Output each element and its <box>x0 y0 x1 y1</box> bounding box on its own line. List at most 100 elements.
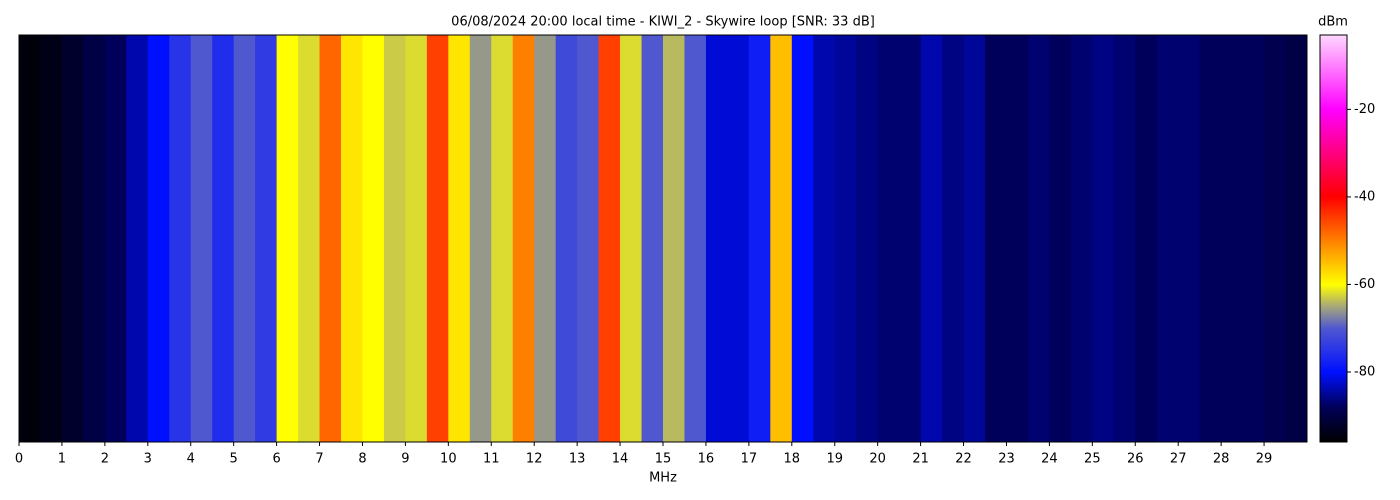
x-tick-label: 17 <box>741 452 758 467</box>
spectrum-column <box>942 35 965 442</box>
spectrum-column <box>813 35 836 442</box>
spectrum-column <box>770 35 793 442</box>
x-tick-label: 4 <box>187 452 195 467</box>
x-tick-label: 29 <box>1256 452 1273 467</box>
spectrum-column <box>212 35 235 442</box>
x-tick-label: 22 <box>955 452 972 467</box>
spectrum-column <box>963 35 986 442</box>
x-tick-label: 16 <box>698 452 715 467</box>
spectrum-column <box>834 35 857 442</box>
spectrum-column <box>684 35 707 442</box>
spectrum-column <box>512 35 535 442</box>
plot-area <box>19 35 1308 442</box>
x-tick-label: 15 <box>655 452 672 467</box>
spectrum-column <box>620 35 643 442</box>
x-tick-label: 8 <box>358 452 366 467</box>
spectrum-column <box>19 35 41 442</box>
x-tick-label: 13 <box>569 452 586 467</box>
spectrum-column <box>147 35 170 442</box>
x-tick-label: 20 <box>869 452 886 467</box>
x-tick-label: 19 <box>826 452 843 467</box>
x-tick-label: 23 <box>998 452 1015 467</box>
spectrum-column <box>448 35 471 442</box>
x-tick-label: 10 <box>440 452 457 467</box>
spectrum-column <box>663 35 685 442</box>
spectrum-column <box>233 35 256 442</box>
spectrum-column <box>1242 35 1265 442</box>
colorbar-tick-label: -80 <box>1354 364 1375 379</box>
spectrum-column <box>920 35 943 442</box>
spectrum-column <box>1027 35 1050 442</box>
spectrum-column <box>985 35 1007 442</box>
x-tick-label: 5 <box>230 452 238 467</box>
spectrum-column <box>341 35 363 442</box>
x-tick-label: 9 <box>401 452 409 467</box>
spectrum-column <box>791 35 814 442</box>
spectrum-column <box>1178 35 1201 442</box>
x-tick-label: 3 <box>144 452 152 467</box>
x-tick-label: 24 <box>1041 452 1058 467</box>
spectrum-column <box>1199 35 1222 442</box>
spectrum-column <box>1006 35 1029 442</box>
spectrum-column <box>1113 35 1136 442</box>
spectrum-column <box>1049 35 1072 442</box>
x-tick-label: 6 <box>272 452 280 467</box>
spectrum-column <box>641 35 664 442</box>
x-tick-label: 21 <box>912 452 929 467</box>
colorbar <box>1319 34 1348 443</box>
spectrum-column <box>40 35 63 442</box>
spectrum-column <box>362 35 385 442</box>
colorbar-tick-label: -40 <box>1354 189 1375 204</box>
spectrum-column <box>83 35 106 442</box>
spectrum-column <box>1221 35 1244 442</box>
spectrum-column <box>469 35 492 442</box>
spectrum-column <box>1285 35 1308 442</box>
spectrum-column <box>1070 35 1093 442</box>
spectrum-column <box>1092 35 1115 442</box>
spectrum-column <box>383 35 406 442</box>
spectrum-column <box>104 35 127 442</box>
spectrum-column <box>727 35 750 442</box>
spectrum-column <box>319 35 342 442</box>
x-tick-label: 27 <box>1170 452 1187 467</box>
spectrum-column <box>491 35 514 442</box>
spectrum-column <box>877 35 900 442</box>
spectrum-column <box>255 35 278 442</box>
spectrum-column <box>405 35 428 442</box>
spectrum-column <box>748 35 771 442</box>
spectrum-column <box>1156 35 1179 442</box>
x-tick-label: 12 <box>526 452 543 467</box>
colorbar-tick-label: -20 <box>1354 102 1375 117</box>
spectrum-column <box>577 35 600 442</box>
x-tick-label: 1 <box>58 452 66 467</box>
colorbar-label: dBm <box>1318 15 1348 30</box>
spectrum-column <box>1135 35 1158 442</box>
spectrum-column <box>426 35 449 442</box>
x-tick-label: 26 <box>1127 452 1144 467</box>
spectrum-column <box>598 35 621 442</box>
spectrum-column <box>705 35 728 442</box>
x-tick-label: 2 <box>101 452 109 467</box>
spectrum-column <box>190 35 213 442</box>
chart-title: 06/08/2024 20:00 local time - KIWI_2 - S… <box>451 15 875 30</box>
spectrum-column <box>555 35 578 442</box>
spectrum-column <box>276 35 299 442</box>
x-axis-label: MHz <box>649 471 677 486</box>
spectrum-column <box>298 35 321 442</box>
spectrum-column <box>1264 35 1287 442</box>
x-tick-label: 7 <box>315 452 323 467</box>
x-tick-label: 18 <box>784 452 801 467</box>
x-tick-label: 11 <box>483 452 500 467</box>
spectrum-column <box>61 35 84 442</box>
spectrum-column <box>899 35 922 442</box>
spectrum-column <box>856 35 879 442</box>
x-tick-label: 0 <box>15 452 23 467</box>
x-tick-label: 14 <box>612 452 629 467</box>
spectrum-column <box>169 35 192 442</box>
colorbar-tick-label: -60 <box>1354 277 1375 292</box>
x-tick-label: 25 <box>1084 452 1101 467</box>
x-tick-label: 28 <box>1213 452 1230 467</box>
spectrum-column <box>534 35 557 442</box>
